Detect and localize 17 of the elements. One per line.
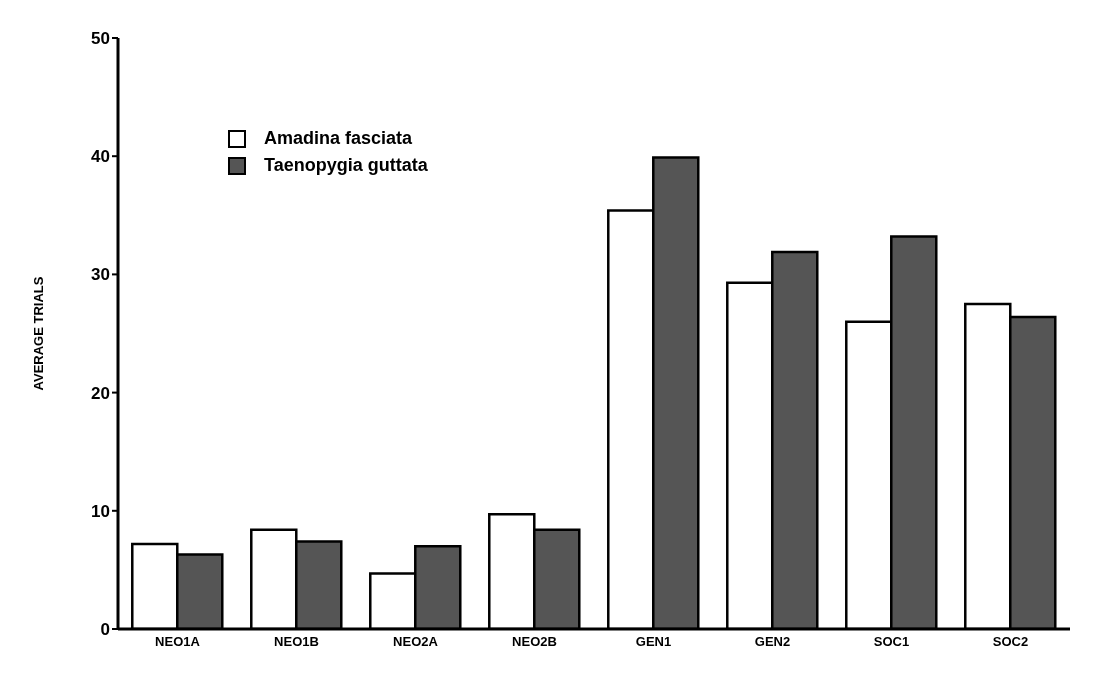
y-tick-label: 30 xyxy=(91,265,110,285)
y-tick-label: 10 xyxy=(91,501,110,521)
y-axis-title: AVERAGE TRIALS xyxy=(30,276,46,391)
x-tick-label: SOC1 xyxy=(873,634,910,650)
x-tick-label: GEN2 xyxy=(754,634,791,650)
y-tick-label: 20 xyxy=(91,383,110,403)
legend-label: Taenopygia guttata xyxy=(264,155,428,176)
x-tick-label: NEO2B xyxy=(512,634,557,650)
x-tick-label: GEN1 xyxy=(635,634,672,650)
legend-label: Amadina fasciata xyxy=(264,128,413,149)
x-tick-label: NEO1A xyxy=(155,634,201,650)
y-tick-label: 40 xyxy=(91,147,110,167)
x-tick-label: SOC2 xyxy=(992,634,1029,650)
y-tick-label: 50 xyxy=(91,29,110,49)
x-tick-label: NEO2A xyxy=(393,634,439,650)
y-tick-label: 0 xyxy=(100,620,110,640)
x-tick-label: NEO1B xyxy=(274,634,319,650)
